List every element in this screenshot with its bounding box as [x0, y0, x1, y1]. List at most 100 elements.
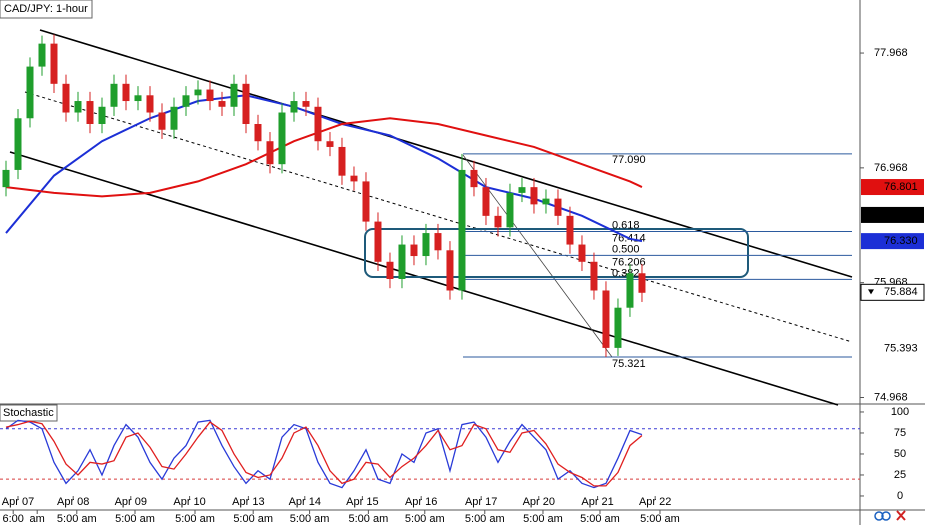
- candle-body: [542, 198, 550, 205]
- price-tag-label: 75.393: [884, 343, 918, 355]
- candle-body: [14, 118, 22, 170]
- candle-body: [506, 192, 514, 228]
- price-tag-label: 76.801: [884, 181, 918, 193]
- fib-ratio: 0.382: [612, 267, 640, 279]
- candle-body: [314, 106, 322, 142]
- y-tick-label: 0: [897, 490, 903, 502]
- candle-body: [470, 169, 478, 188]
- candle-body: [350, 175, 358, 182]
- candle-body: [182, 95, 190, 107]
- x-tick-label: 5:00 am: [349, 513, 389, 525]
- x-tick-label: 6:00: [2, 513, 23, 525]
- price-tag: [860, 283, 925, 301]
- candle-body: [494, 215, 502, 228]
- candle-body: [638, 273, 646, 293]
- x-tick-label: Apr 17: [465, 496, 497, 508]
- channel-lower: [9, 151, 839, 406]
- x-tick-label: Apr 22: [639, 496, 671, 508]
- fib-trend: [462, 154, 613, 358]
- candle-body: [110, 83, 118, 107]
- candle-body: [578, 244, 586, 262]
- x-tick-label: Apr 10: [173, 496, 205, 508]
- candle-body: [86, 101, 94, 124]
- toolbar-icons[interactable]: [874, 510, 906, 521]
- candle-body: [74, 101, 82, 113]
- stochastic-line: [5, 419, 643, 489]
- y-tick-label: 25: [894, 469, 906, 481]
- candle-body: [566, 215, 574, 245]
- candle-body: [362, 181, 370, 222]
- candle-body: [626, 273, 634, 308]
- fib-price: 77.090: [612, 154, 646, 166]
- close-icon[interactable]: [896, 510, 906, 521]
- link-icon[interactable]: [881, 511, 891, 521]
- x-tick-label: 5:00 am: [290, 513, 330, 525]
- x-tick-label: Apr 09: [115, 496, 147, 508]
- fib-ratio: 0.500: [612, 243, 640, 255]
- price-tag: [861, 179, 924, 196]
- x-tick-label: 5:00 am: [580, 513, 620, 525]
- x-tick-label: Apr 15: [346, 496, 378, 508]
- x-tick-label: 5:00 am: [115, 513, 155, 525]
- y-tick-label: 75: [894, 427, 906, 439]
- price-tag: [861, 233, 924, 250]
- candle-body: [266, 141, 274, 165]
- price-arrow: [868, 289, 874, 295]
- x-tick-label: Apr 07: [2, 496, 34, 508]
- x-tick-label: 5:00 am: [175, 513, 215, 525]
- candle-body: [2, 169, 10, 188]
- candle-body: [338, 146, 346, 176]
- y-tick-label: 77.968: [874, 47, 908, 59]
- candle-body: [446, 250, 454, 291]
- candle-body: [206, 89, 214, 102]
- candle-body: [254, 124, 262, 142]
- candle-body: [278, 112, 286, 165]
- chart-title: CAD/JPY: 1-hour: [4, 3, 88, 15]
- fib-ratio: 0.618: [612, 219, 640, 231]
- candle-body: [62, 83, 70, 113]
- candle-body: [230, 83, 238, 107]
- candle-body: [458, 169, 466, 291]
- x-tick-label: Apr 20: [523, 496, 555, 508]
- x-tick-label: Apr 14: [289, 496, 321, 508]
- candle-body: [50, 43, 58, 84]
- candle-body: [590, 261, 598, 291]
- x-tick-label: 5:00 am: [405, 513, 445, 525]
- fib-price: 75.321: [612, 358, 646, 370]
- y-tick-label: 50: [894, 448, 906, 460]
- y-tick-label: 74.968: [874, 391, 908, 403]
- price-tag-label: 76.558: [884, 209, 918, 221]
- fib-price: 76.206: [612, 256, 646, 268]
- candle-body: [218, 101, 226, 107]
- candle-body: [530, 187, 538, 205]
- channel: [9, 29, 853, 406]
- x-tick-label: 5:00 am: [640, 513, 680, 525]
- candle-body: [554, 198, 562, 216]
- candle-body: [158, 112, 166, 130]
- candle-body: [410, 244, 418, 257]
- candle-body: [290, 101, 298, 113]
- candle-body: [26, 66, 34, 119]
- x-tick-label: Apr 21: [581, 496, 613, 508]
- moving-average: [5, 117, 643, 198]
- link-icon[interactable]: [874, 511, 884, 521]
- candle-body: [326, 141, 334, 147]
- price-tag: [861, 340, 924, 357]
- x-tick-label: Apr 08: [57, 496, 89, 508]
- stochastic-line: [5, 420, 643, 487]
- price-tag-label: 75.884: [884, 286, 918, 298]
- candle-body: [302, 101, 310, 107]
- candle-body: [38, 43, 46, 67]
- candle-body: [146, 95, 154, 113]
- candle-body: [434, 233, 442, 251]
- channel-upper: [39, 29, 853, 278]
- candle-body: [170, 106, 178, 130]
- candle-body: [374, 221, 382, 262]
- highlight-box: [364, 228, 749, 278]
- candle-body: [98, 106, 106, 124]
- candle-body: [602, 290, 610, 348]
- x-tick-label: am: [30, 513, 45, 525]
- price-tag: [861, 206, 924, 223]
